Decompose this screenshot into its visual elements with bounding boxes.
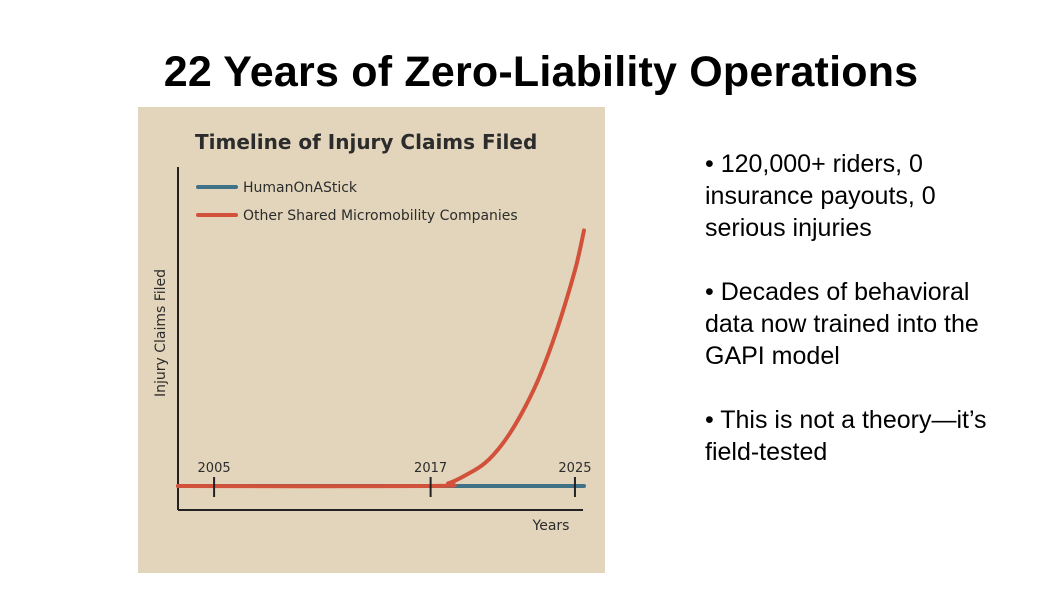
x-tick-label-2005: 2005 <box>198 461 231 476</box>
bullet-field-tested: • This is not a theory—it’s field-tested <box>705 406 987 466</box>
x-tick-label-2017: 2017 <box>414 461 447 476</box>
slide-title: 22 Years of Zero-Liability Operations <box>163 48 919 96</box>
series-line-other-companies <box>176 228 586 489</box>
x-tick-label-2025: 2025 <box>558 461 591 476</box>
x-axis-label: Years <box>532 518 570 534</box>
injury-claims-chart: Timeline of Injury Claims Filed HumanOnA… <box>153 130 592 534</box>
chart-title: Timeline of Injury Claims Filed <box>195 130 537 154</box>
legend-label-other-companies: Other Shared Micromobility Companies <box>243 208 518 224</box>
bullet-behavioral-data: • Decades of behavioral data now trained… <box>705 278 979 370</box>
plot-area: 2005 2017 2025 <box>176 228 592 497</box>
bullet-list: • 120,000+ riders, 0 insurance payouts, … <box>705 148 1005 468</box>
y-axis-label: Injury Claims Filed <box>153 269 169 397</box>
bullet-riders: • 120,000+ riders, 0 insurance payouts, … <box>705 150 936 242</box>
chart-panel: Timeline of Injury Claims Filed HumanOnA… <box>138 107 605 573</box>
legend-label-humanonastick: HumanOnAStick <box>243 180 358 196</box>
